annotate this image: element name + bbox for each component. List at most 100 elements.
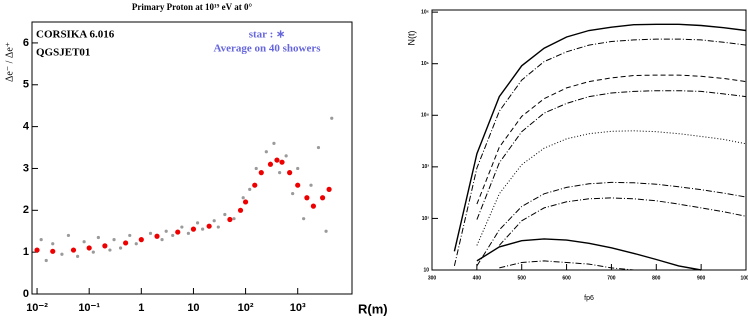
data-point xyxy=(324,229,328,233)
data-point xyxy=(302,217,306,221)
x-tick-label: 10⁻² xyxy=(26,302,48,314)
x-axis-label: fp6 xyxy=(584,295,594,302)
data-point xyxy=(309,183,313,187)
data-point xyxy=(291,191,295,196)
data-point xyxy=(154,233,160,239)
data-point xyxy=(102,243,108,249)
data-point xyxy=(96,235,100,240)
data-point xyxy=(264,150,268,154)
y-tick-label: 10⁵ xyxy=(421,61,430,67)
y-axis-label: N(t) xyxy=(406,31,416,46)
data-point xyxy=(82,240,86,244)
data-point xyxy=(164,229,168,233)
data-point xyxy=(227,216,233,223)
y-tick-label: 10² xyxy=(422,216,430,222)
data-point xyxy=(180,225,184,229)
x-tick-label: 600 xyxy=(562,275,571,281)
data-point xyxy=(232,217,236,221)
x-tick-label: 10² xyxy=(238,302,254,314)
data-point xyxy=(190,226,197,232)
data-point xyxy=(39,238,43,242)
data-point xyxy=(91,250,95,254)
data-point xyxy=(112,238,116,242)
data-point xyxy=(44,258,48,263)
data-point xyxy=(171,233,175,238)
y-tick-label: 4 xyxy=(23,121,30,133)
plot-frame xyxy=(431,9,747,271)
data-point xyxy=(201,227,205,231)
data-point xyxy=(212,219,216,223)
data-point xyxy=(254,166,258,171)
plot-frame xyxy=(31,21,353,295)
curve xyxy=(453,38,747,267)
data-point xyxy=(70,247,77,253)
data-point xyxy=(258,170,264,176)
x-tick-label: 700 xyxy=(607,275,616,281)
data-point xyxy=(223,212,227,217)
x-tick-label: 800 xyxy=(652,275,661,281)
data-point xyxy=(76,254,80,258)
data-point xyxy=(237,207,244,213)
y-tick-label: 10⁶ xyxy=(421,9,429,15)
data-point xyxy=(330,116,334,120)
annotation: QGSJET01 xyxy=(36,47,90,59)
data-point xyxy=(86,245,92,251)
data-point xyxy=(274,157,280,163)
curve xyxy=(453,23,747,252)
y-tick-label: 1 xyxy=(23,246,29,258)
x-tick-label: 500 xyxy=(518,275,527,281)
y-tick-label: 5 xyxy=(23,79,29,91)
y-tick-label: 10⁴ xyxy=(421,113,430,119)
data-point xyxy=(242,199,249,205)
data-point xyxy=(148,231,153,235)
data-point xyxy=(128,233,132,238)
x-tick-label: 400 xyxy=(473,275,482,281)
x-axis-label: R(m) xyxy=(358,301,388,316)
data-point xyxy=(296,166,300,171)
data-point xyxy=(134,242,138,246)
data-point xyxy=(267,161,274,167)
x-tick-label: 1 xyxy=(138,302,144,314)
data-point xyxy=(51,242,55,246)
data-point xyxy=(186,231,190,235)
data-point xyxy=(60,252,64,256)
y-tick-label: 10³ xyxy=(422,164,430,170)
data-point xyxy=(138,237,144,243)
data-point xyxy=(272,141,276,145)
data-point xyxy=(66,233,71,238)
data-point xyxy=(108,248,112,252)
data-point xyxy=(175,229,181,235)
y-tick-label: 2 xyxy=(23,204,29,216)
data-point xyxy=(206,223,212,229)
y-tick-label: 3 xyxy=(23,162,29,174)
data-point xyxy=(216,225,220,229)
data-point xyxy=(284,154,288,158)
data-point xyxy=(195,221,200,225)
data-point xyxy=(295,182,301,188)
data-point xyxy=(287,170,293,176)
data-point xyxy=(252,182,258,188)
data-point xyxy=(34,247,40,253)
data-point xyxy=(160,238,164,242)
y-tick-label: 10 xyxy=(423,267,429,273)
data-point xyxy=(248,187,252,191)
chart-title: Primary Proton at 10¹⁹ eV at 0° xyxy=(132,2,253,12)
data-point xyxy=(316,145,321,150)
curve xyxy=(476,181,747,267)
y-axis-label: Δe⁻ / Δe⁺ xyxy=(4,42,15,82)
annotation: Average on 40 showers xyxy=(213,43,321,55)
data-point xyxy=(123,240,129,246)
x-tick-label: 10⁻¹ xyxy=(78,302,100,314)
x-tick-label: 1000 xyxy=(740,275,748,281)
data-point xyxy=(278,171,282,175)
data-point xyxy=(310,203,317,209)
curve xyxy=(476,130,747,246)
curve xyxy=(476,90,747,220)
y-tick-label: 6 xyxy=(23,37,29,49)
data-point xyxy=(50,248,56,254)
x-tick-label: 10 xyxy=(187,302,199,314)
annotation: CORSIKA 6.016 xyxy=(36,29,115,41)
x-tick-label: 10³ xyxy=(290,302,306,314)
curve xyxy=(476,74,747,205)
